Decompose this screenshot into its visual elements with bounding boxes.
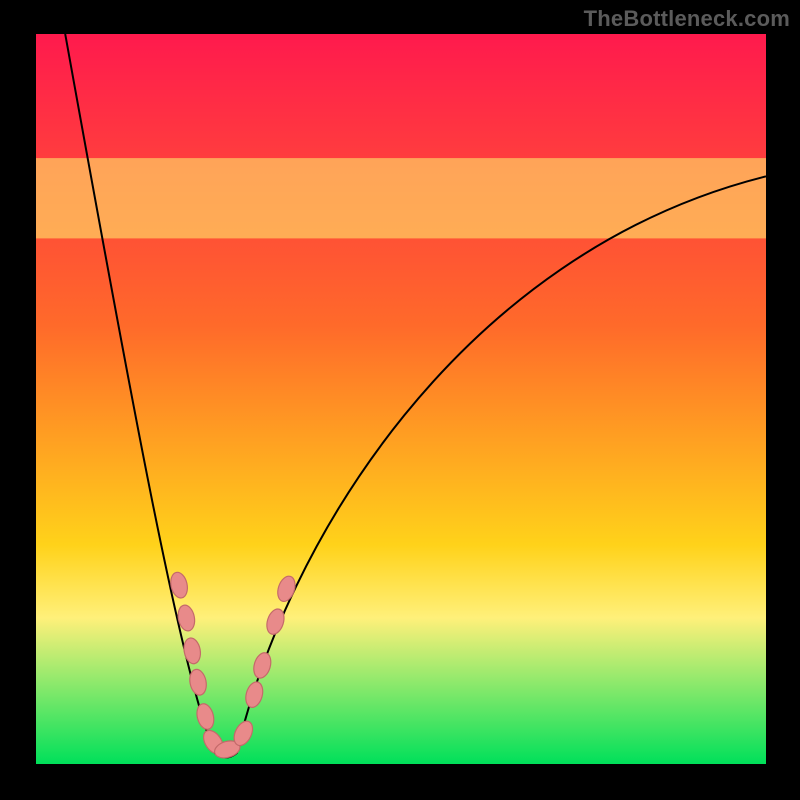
plot-panel	[36, 34, 766, 764]
watermark-text: TheBottleneck.com	[584, 6, 790, 32]
chart-root: { "watermark": { "text": "TheBottleneck.…	[0, 0, 800, 800]
bottleneck-chart	[0, 0, 800, 800]
gradient-background	[36, 34, 766, 764]
yellow-band	[36, 158, 766, 238]
